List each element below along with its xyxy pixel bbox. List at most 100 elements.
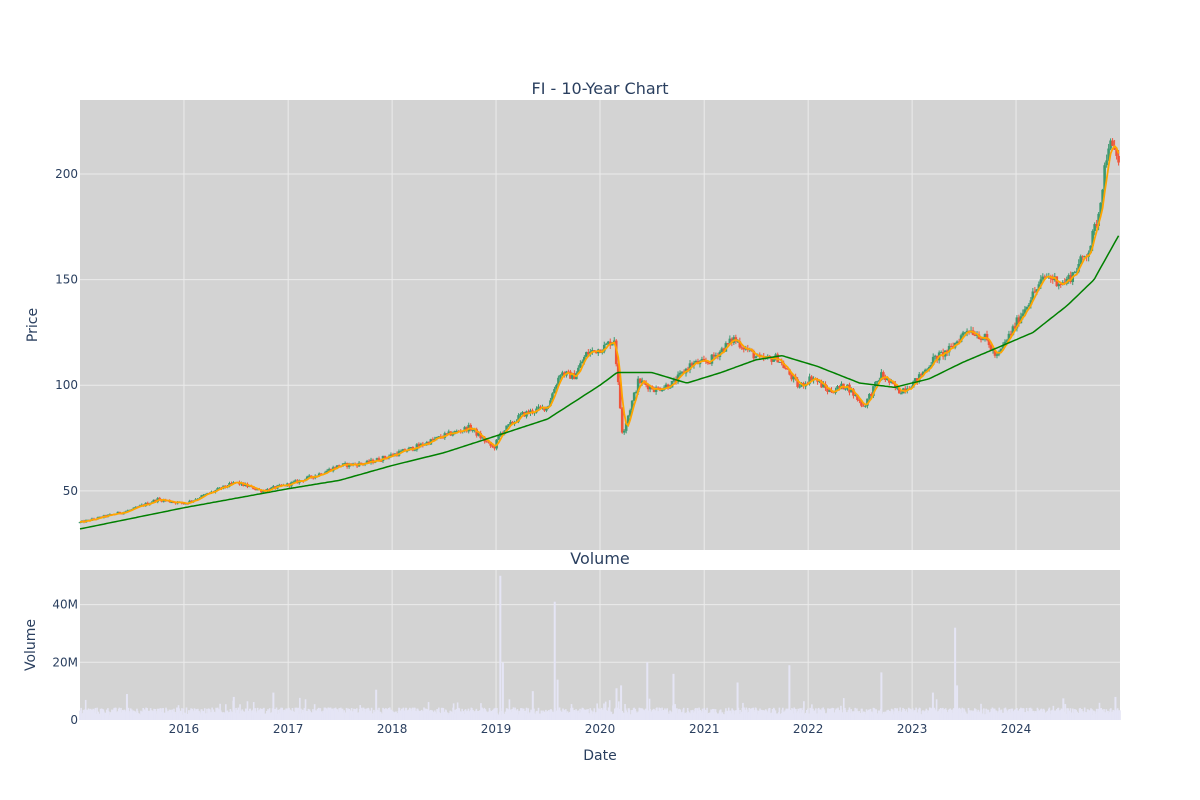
candle-down-body bbox=[856, 394, 859, 400]
candle-up-body bbox=[818, 381, 821, 383]
volume-bar bbox=[237, 707, 240, 720]
candle-up-body bbox=[365, 460, 369, 464]
candle-down-body bbox=[985, 334, 989, 340]
candle-up-body bbox=[549, 400, 552, 406]
candle-down-body bbox=[894, 383, 897, 388]
candle-up-body bbox=[389, 454, 393, 457]
candle-down-body bbox=[656, 387, 660, 389]
candle-up-body bbox=[947, 345, 951, 353]
volume-bar bbox=[1020, 707, 1022, 720]
candle-up-body bbox=[963, 332, 967, 334]
candle-up-body bbox=[700, 358, 704, 361]
price-panel: 50 100 150 200 bbox=[55, 100, 1120, 550]
candle-down-body bbox=[790, 374, 793, 380]
candle-down-body bbox=[475, 429, 478, 436]
candle-down-body bbox=[377, 458, 381, 461]
candle-up-body bbox=[660, 389, 664, 391]
candle-down-body bbox=[989, 345, 993, 351]
candle-up-body bbox=[836, 386, 839, 391]
volume-bar bbox=[537, 707, 540, 720]
candle-up-body bbox=[925, 369, 929, 371]
volume-spike-bar bbox=[232, 696, 235, 720]
candle-down-body bbox=[690, 363, 694, 366]
volume-bar bbox=[1095, 708, 1098, 720]
volume-bar bbox=[949, 708, 952, 720]
volume-bar bbox=[832, 708, 835, 720]
volume-bar bbox=[297, 707, 299, 720]
x-tick-label: 2024 bbox=[1001, 722, 1032, 736]
candle-up-body bbox=[272, 486, 275, 488]
candle-up-body bbox=[437, 436, 441, 438]
volume-bar bbox=[181, 708, 183, 720]
volume-spike-bar bbox=[1114, 696, 1117, 720]
candle-up-body bbox=[636, 378, 640, 392]
volume-spike-bar bbox=[788, 665, 791, 720]
candle-up-body bbox=[529, 410, 532, 414]
candle-up-body bbox=[505, 425, 508, 431]
volume-bar bbox=[313, 704, 316, 720]
volume-bar bbox=[94, 707, 97, 720]
volume-bar bbox=[299, 697, 301, 720]
candle-down-body bbox=[919, 374, 923, 376]
volume-spike-bar bbox=[880, 672, 883, 720]
volume-bar bbox=[335, 708, 338, 720]
candle-up-body bbox=[864, 405, 867, 407]
candle-down-body bbox=[770, 357, 774, 362]
candle-up-body bbox=[305, 476, 309, 480]
volume-spike-bar bbox=[375, 689, 378, 720]
candle-up-body bbox=[256, 489, 259, 491]
volume-bar bbox=[803, 701, 805, 720]
candle-down-body bbox=[897, 387, 901, 394]
candle-up-body bbox=[1101, 189, 1104, 203]
candle-down-body bbox=[862, 405, 865, 407]
candle-up-body bbox=[955, 341, 959, 344]
candle-down-body bbox=[190, 500, 193, 502]
volume-bar bbox=[452, 703, 455, 720]
candle-down-body bbox=[1043, 276, 1047, 278]
candle-up-body bbox=[551, 393, 554, 401]
volume-bar bbox=[252, 702, 255, 720]
candle-down-body bbox=[780, 361, 783, 363]
candle-down-body bbox=[686, 368, 690, 371]
candle-up-body bbox=[1011, 326, 1015, 335]
volume-spike-bar bbox=[620, 685, 623, 720]
candle-down-body bbox=[788, 369, 791, 375]
candle-up-body bbox=[688, 363, 692, 371]
candle-up-body bbox=[497, 435, 500, 440]
candle-down-body bbox=[712, 354, 716, 357]
candle-down-body bbox=[1113, 145, 1116, 150]
candle-up-body bbox=[632, 392, 636, 401]
price-axis-title: Price bbox=[25, 308, 41, 342]
candle-up-body bbox=[200, 495, 203, 499]
volume-bar bbox=[694, 708, 697, 720]
candle-up-body bbox=[1039, 279, 1043, 285]
candle-up-body bbox=[1007, 333, 1011, 341]
candle-down-body bbox=[333, 467, 337, 469]
volume-y-tick-label: 20M bbox=[52, 655, 78, 669]
volume-bar bbox=[682, 707, 685, 720]
candle-up-body bbox=[1075, 271, 1079, 273]
volume-bar bbox=[1048, 707, 1051, 720]
candle-down-body bbox=[511, 421, 514, 424]
candle-up-body bbox=[347, 463, 351, 467]
volume-bar bbox=[383, 709, 386, 720]
chart-title: FI - 10-Year Chart bbox=[531, 79, 668, 98]
candle-up-body bbox=[218, 487, 221, 489]
candle-down-body bbox=[337, 465, 341, 467]
candle-down-body bbox=[367, 460, 371, 463]
candle-up-body bbox=[874, 381, 877, 387]
volume-bar bbox=[506, 708, 508, 720]
volume-bar bbox=[842, 698, 845, 720]
volume-bar bbox=[915, 707, 917, 720]
candle-down-body bbox=[826, 388, 829, 392]
candle-up-body bbox=[844, 388, 847, 390]
candle-down-body bbox=[254, 489, 257, 491]
candle-down-body bbox=[838, 386, 841, 388]
volume-bar bbox=[850, 709, 852, 720]
volume-bar bbox=[992, 708, 995, 720]
candle-down-body bbox=[158, 498, 162, 500]
volume-bar bbox=[774, 710, 777, 720]
candle-up-body bbox=[828, 390, 831, 392]
volume-bar bbox=[492, 709, 494, 720]
